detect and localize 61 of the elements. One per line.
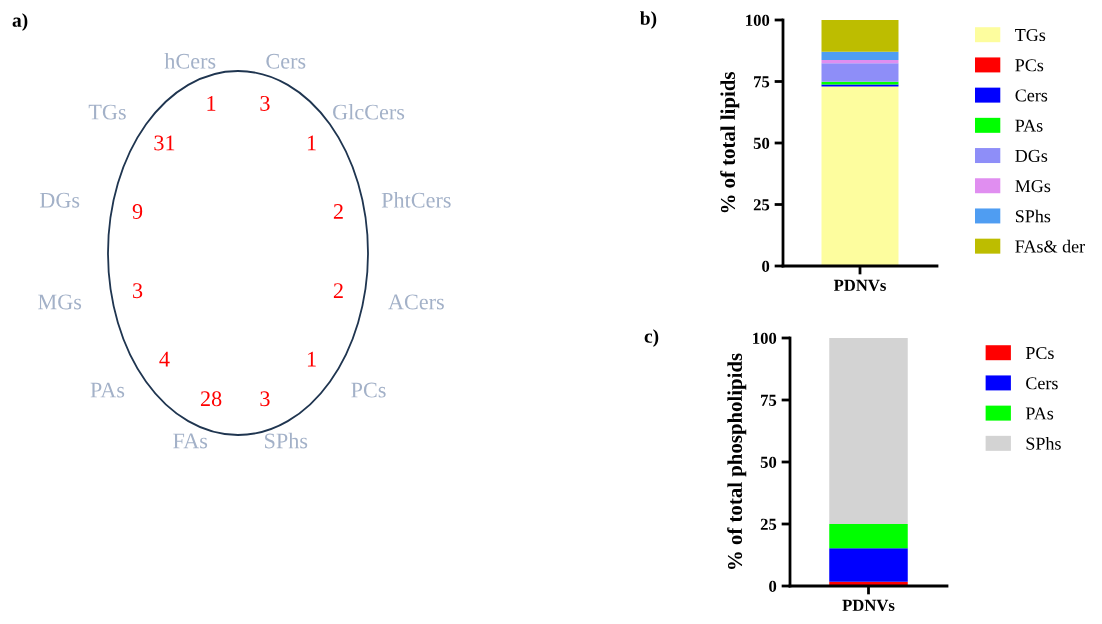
legend-label: FAs& der — [1015, 239, 1085, 253]
y-tick-label: 50 — [760, 456, 777, 468]
y-tick-label: 75 — [761, 394, 777, 406]
legend-label: SPhs — [1015, 209, 1051, 223]
data-label: 4 — [159, 351, 170, 367]
x-tick-label: PDNVs — [833, 279, 886, 292]
data-label: 2 — [333, 204, 343, 219]
category-label: FAs — [173, 433, 208, 449]
data-label: 3 — [260, 95, 270, 111]
category-label: MGs — [38, 294, 82, 310]
category-label: PhtCers — [381, 192, 451, 208]
category-label: ACers — [388, 294, 444, 310]
legend-label: TGs — [1015, 28, 1046, 42]
y-axis-title: % of total lipids — [720, 72, 740, 213]
legend-label: MGs — [1015, 180, 1051, 193]
legend-label: PCs — [1025, 346, 1054, 360]
data-label: 1 — [307, 135, 316, 151]
y-tick-label: 100 — [753, 332, 777, 344]
data-label: 9 — [132, 204, 143, 219]
data-label: 1 — [307, 351, 316, 367]
bar — [829, 524, 908, 549]
category-label: Cers — [266, 53, 306, 69]
bar — [821, 63, 899, 82]
data-label: 31 — [154, 135, 175, 151]
category-label: SPhs — [265, 432, 308, 449]
legend-label: Cers — [1026, 377, 1058, 390]
bar — [821, 20, 899, 52]
x-tick-label: PDNVs — [842, 599, 895, 612]
bar — [829, 548, 908, 582]
y-tick-label: 0 — [769, 580, 777, 592]
legend-label: Cers — [1015, 89, 1048, 102]
data-label: 3 — [133, 283, 143, 299]
y-tick-label: 100 — [746, 14, 770, 26]
data-label: 3 — [260, 391, 270, 407]
category-label: DGs — [39, 192, 80, 208]
category-label: hCers — [164, 53, 216, 69]
y-tick-label: 25 — [753, 199, 770, 211]
y-tick-label: 50 — [753, 137, 770, 149]
y-tick-label: 25 — [760, 518, 777, 530]
bar — [821, 86, 899, 266]
data-label: 28 — [200, 391, 222, 407]
legend-label: PCs — [1015, 59, 1044, 72]
text: c) — [644, 329, 659, 347]
category-label: TGs — [88, 104, 126, 120]
legend-label: DGs — [1015, 149, 1048, 162]
bar — [829, 338, 908, 524]
legend-label: PAs — [1015, 119, 1043, 132]
y-axis-title: % of total phospholipids — [727, 353, 747, 569]
category-label: GlcCers — [333, 103, 405, 120]
legend-label: SPhs — [1026, 437, 1061, 450]
data-label: 1 — [207, 96, 216, 111]
text: b) — [640, 11, 657, 29]
legend-label: PAs — [1025, 407, 1054, 420]
y-tick-label: 0 — [762, 260, 770, 272]
category-label: PAs — [90, 382, 125, 398]
bar — [821, 51, 899, 61]
data-label: 2 — [333, 283, 343, 298]
category-label: PCs — [351, 382, 386, 398]
text: a) — [12, 13, 28, 31]
bar — [821, 60, 899, 64]
y-tick-label: 75 — [754, 76, 770, 88]
